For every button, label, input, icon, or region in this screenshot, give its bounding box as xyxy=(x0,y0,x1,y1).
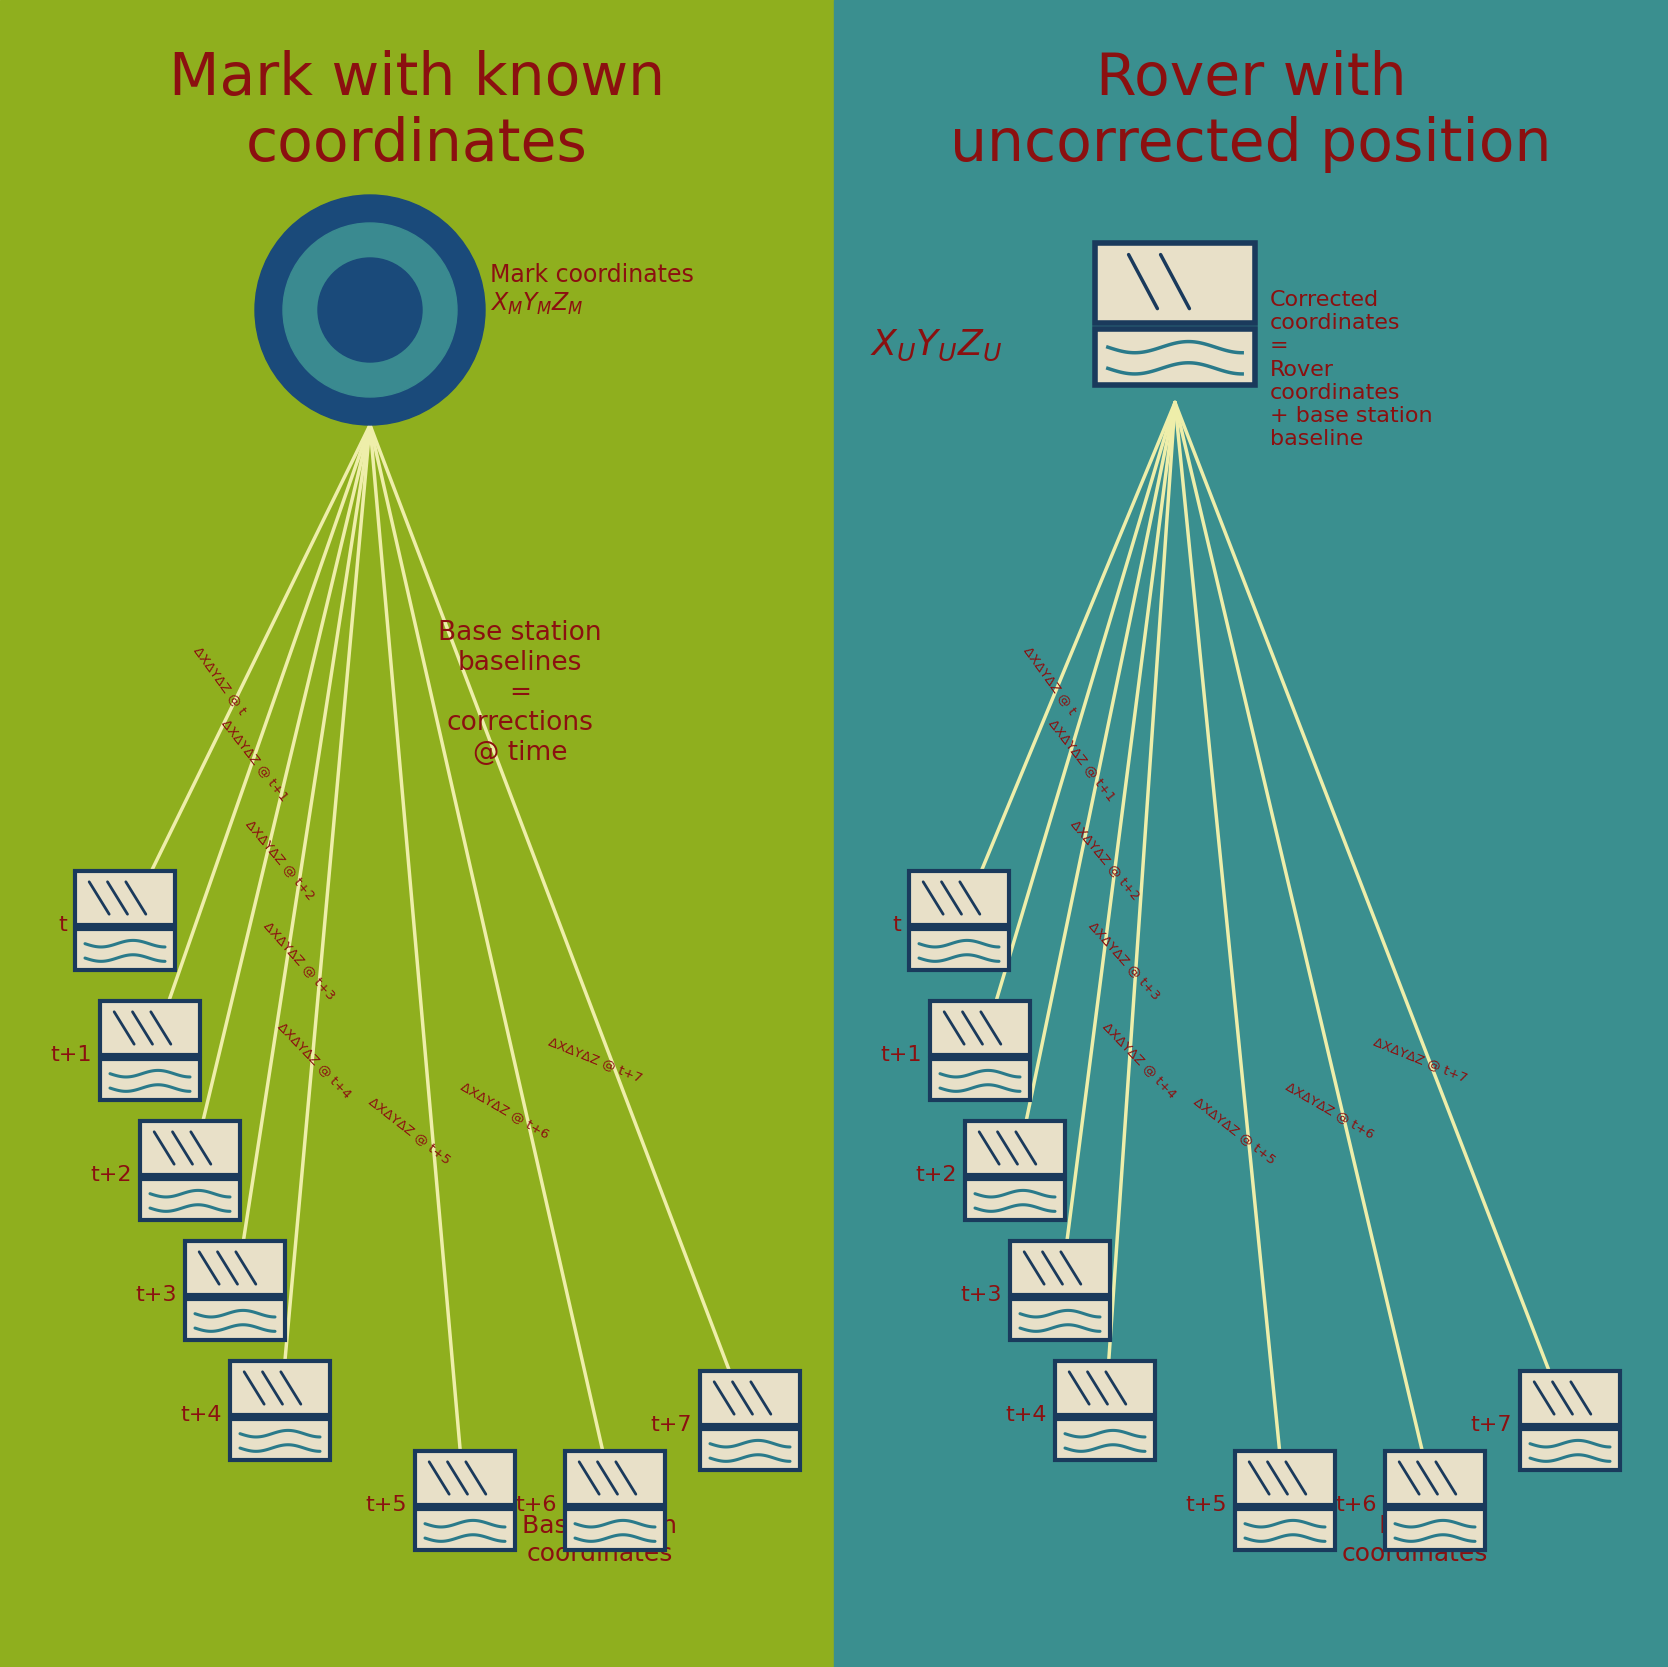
Circle shape xyxy=(284,223,457,397)
Text: t+5: t+5 xyxy=(365,1495,407,1515)
Bar xyxy=(834,0,1668,1667)
Text: ΔXΔYΔZ @ t+2: ΔXΔYΔZ @ t+2 xyxy=(244,817,317,902)
Text: $X_U Y_U Z_U$: $X_U Y_U Z_U$ xyxy=(871,327,1002,363)
FancyBboxPatch shape xyxy=(415,1450,515,1505)
FancyBboxPatch shape xyxy=(100,1059,200,1100)
FancyBboxPatch shape xyxy=(701,1370,801,1425)
Text: t+4: t+4 xyxy=(180,1405,222,1425)
Text: Base station
baselines
=
corrections
@ time: Base station baselines = corrections @ t… xyxy=(439,620,602,767)
Text: ΔXΔYΔZ @ t: ΔXΔYΔZ @ t xyxy=(192,643,249,717)
Text: Mark coordinates
$X_M Y_M Z_M$: Mark coordinates $X_M Y_M Z_M$ xyxy=(490,263,694,317)
FancyBboxPatch shape xyxy=(230,1419,330,1460)
Text: t+6: t+6 xyxy=(515,1495,557,1515)
Bar xyxy=(0,0,834,1667)
FancyBboxPatch shape xyxy=(1011,1299,1109,1340)
FancyBboxPatch shape xyxy=(75,870,175,925)
Text: t+1: t+1 xyxy=(881,1045,922,1065)
FancyBboxPatch shape xyxy=(185,1240,285,1295)
Text: ΔXΔYΔZ @ t+1: ΔXΔYΔZ @ t+1 xyxy=(219,717,290,803)
FancyBboxPatch shape xyxy=(1384,1450,1485,1505)
Circle shape xyxy=(255,195,485,425)
Text: Rover with
uncorrected position: Rover with uncorrected position xyxy=(951,50,1551,173)
FancyBboxPatch shape xyxy=(230,1360,330,1415)
Text: t+1: t+1 xyxy=(50,1045,92,1065)
Text: ΔXΔYΔZ @ t: ΔXΔYΔZ @ t xyxy=(1021,643,1079,717)
FancyBboxPatch shape xyxy=(1094,242,1254,323)
FancyBboxPatch shape xyxy=(415,1509,515,1550)
FancyBboxPatch shape xyxy=(966,1179,1064,1220)
FancyBboxPatch shape xyxy=(931,1000,1031,1055)
Text: t+3: t+3 xyxy=(135,1285,177,1305)
Text: Base station
coordinates: Base station coordinates xyxy=(522,1514,677,1565)
Text: t+7: t+7 xyxy=(1471,1415,1511,1435)
Text: ΔXΔYΔZ @ t+6: ΔXΔYΔZ @ t+6 xyxy=(459,1080,552,1140)
FancyBboxPatch shape xyxy=(909,929,1009,970)
Text: t+6: t+6 xyxy=(1336,1495,1378,1515)
Text: Corrected
coordinates
=
Rover
coordinates
+ base station
baseline: Corrected coordinates = Rover coordinate… xyxy=(1269,290,1433,448)
FancyBboxPatch shape xyxy=(1054,1360,1154,1415)
Circle shape xyxy=(319,258,422,362)
Text: ΔXΔYΔZ @ t+7: ΔXΔYΔZ @ t+7 xyxy=(1371,1035,1470,1085)
FancyBboxPatch shape xyxy=(185,1299,285,1340)
Text: ΔXΔYΔZ @ t+7: ΔXΔYΔZ @ t+7 xyxy=(545,1035,644,1085)
FancyBboxPatch shape xyxy=(1234,1509,1334,1550)
FancyBboxPatch shape xyxy=(1011,1240,1109,1295)
Text: ΔXΔYΔZ @ t+5: ΔXΔYΔZ @ t+5 xyxy=(1191,1094,1278,1165)
Text: ΔXΔYΔZ @ t+4: ΔXΔYΔZ @ t+4 xyxy=(275,1020,354,1100)
FancyBboxPatch shape xyxy=(1520,1429,1620,1470)
Text: t+7: t+7 xyxy=(651,1415,692,1435)
FancyBboxPatch shape xyxy=(966,1120,1064,1175)
Text: t+2: t+2 xyxy=(916,1165,957,1185)
Text: Mark with known
coordinates: Mark with known coordinates xyxy=(168,50,666,173)
FancyBboxPatch shape xyxy=(140,1179,240,1220)
Circle shape xyxy=(345,285,395,335)
FancyBboxPatch shape xyxy=(565,1450,666,1505)
FancyBboxPatch shape xyxy=(75,929,175,970)
Text: ΔXΔYΔZ @ t+6: ΔXΔYΔZ @ t+6 xyxy=(1283,1080,1376,1140)
FancyBboxPatch shape xyxy=(1234,1450,1334,1505)
Text: ΔXΔYΔZ @ t+3: ΔXΔYΔZ @ t+3 xyxy=(1088,919,1163,1002)
FancyBboxPatch shape xyxy=(909,870,1009,925)
Text: t: t xyxy=(58,915,67,935)
Text: t: t xyxy=(892,915,901,935)
FancyBboxPatch shape xyxy=(931,1059,1031,1100)
Text: ΔXΔYΔZ @ t+3: ΔXΔYΔZ @ t+3 xyxy=(262,919,339,1002)
Text: t+3: t+3 xyxy=(961,1285,1002,1305)
Text: t+2: t+2 xyxy=(90,1165,132,1185)
FancyBboxPatch shape xyxy=(100,1000,200,1055)
Text: ΔXΔYΔZ @ t+4: ΔXΔYΔZ @ t+4 xyxy=(1101,1020,1179,1100)
FancyBboxPatch shape xyxy=(1520,1370,1620,1425)
FancyBboxPatch shape xyxy=(701,1429,801,1470)
FancyBboxPatch shape xyxy=(565,1509,666,1550)
FancyBboxPatch shape xyxy=(1384,1509,1485,1550)
Text: t+5: t+5 xyxy=(1186,1495,1228,1515)
Text: ΔXΔYΔZ @ t+1: ΔXΔYΔZ @ t+1 xyxy=(1046,717,1118,803)
FancyBboxPatch shape xyxy=(1054,1419,1154,1460)
Text: ΔXΔYΔZ @ t+2: ΔXΔYΔZ @ t+2 xyxy=(1068,817,1143,902)
Text: t+4: t+4 xyxy=(1006,1405,1048,1425)
Text: ΔXΔYΔZ @ t+5: ΔXΔYΔZ @ t+5 xyxy=(367,1094,454,1165)
FancyBboxPatch shape xyxy=(140,1120,240,1175)
Text: Rover
coordinates: Rover coordinates xyxy=(1341,1514,1488,1565)
FancyBboxPatch shape xyxy=(1094,330,1254,385)
